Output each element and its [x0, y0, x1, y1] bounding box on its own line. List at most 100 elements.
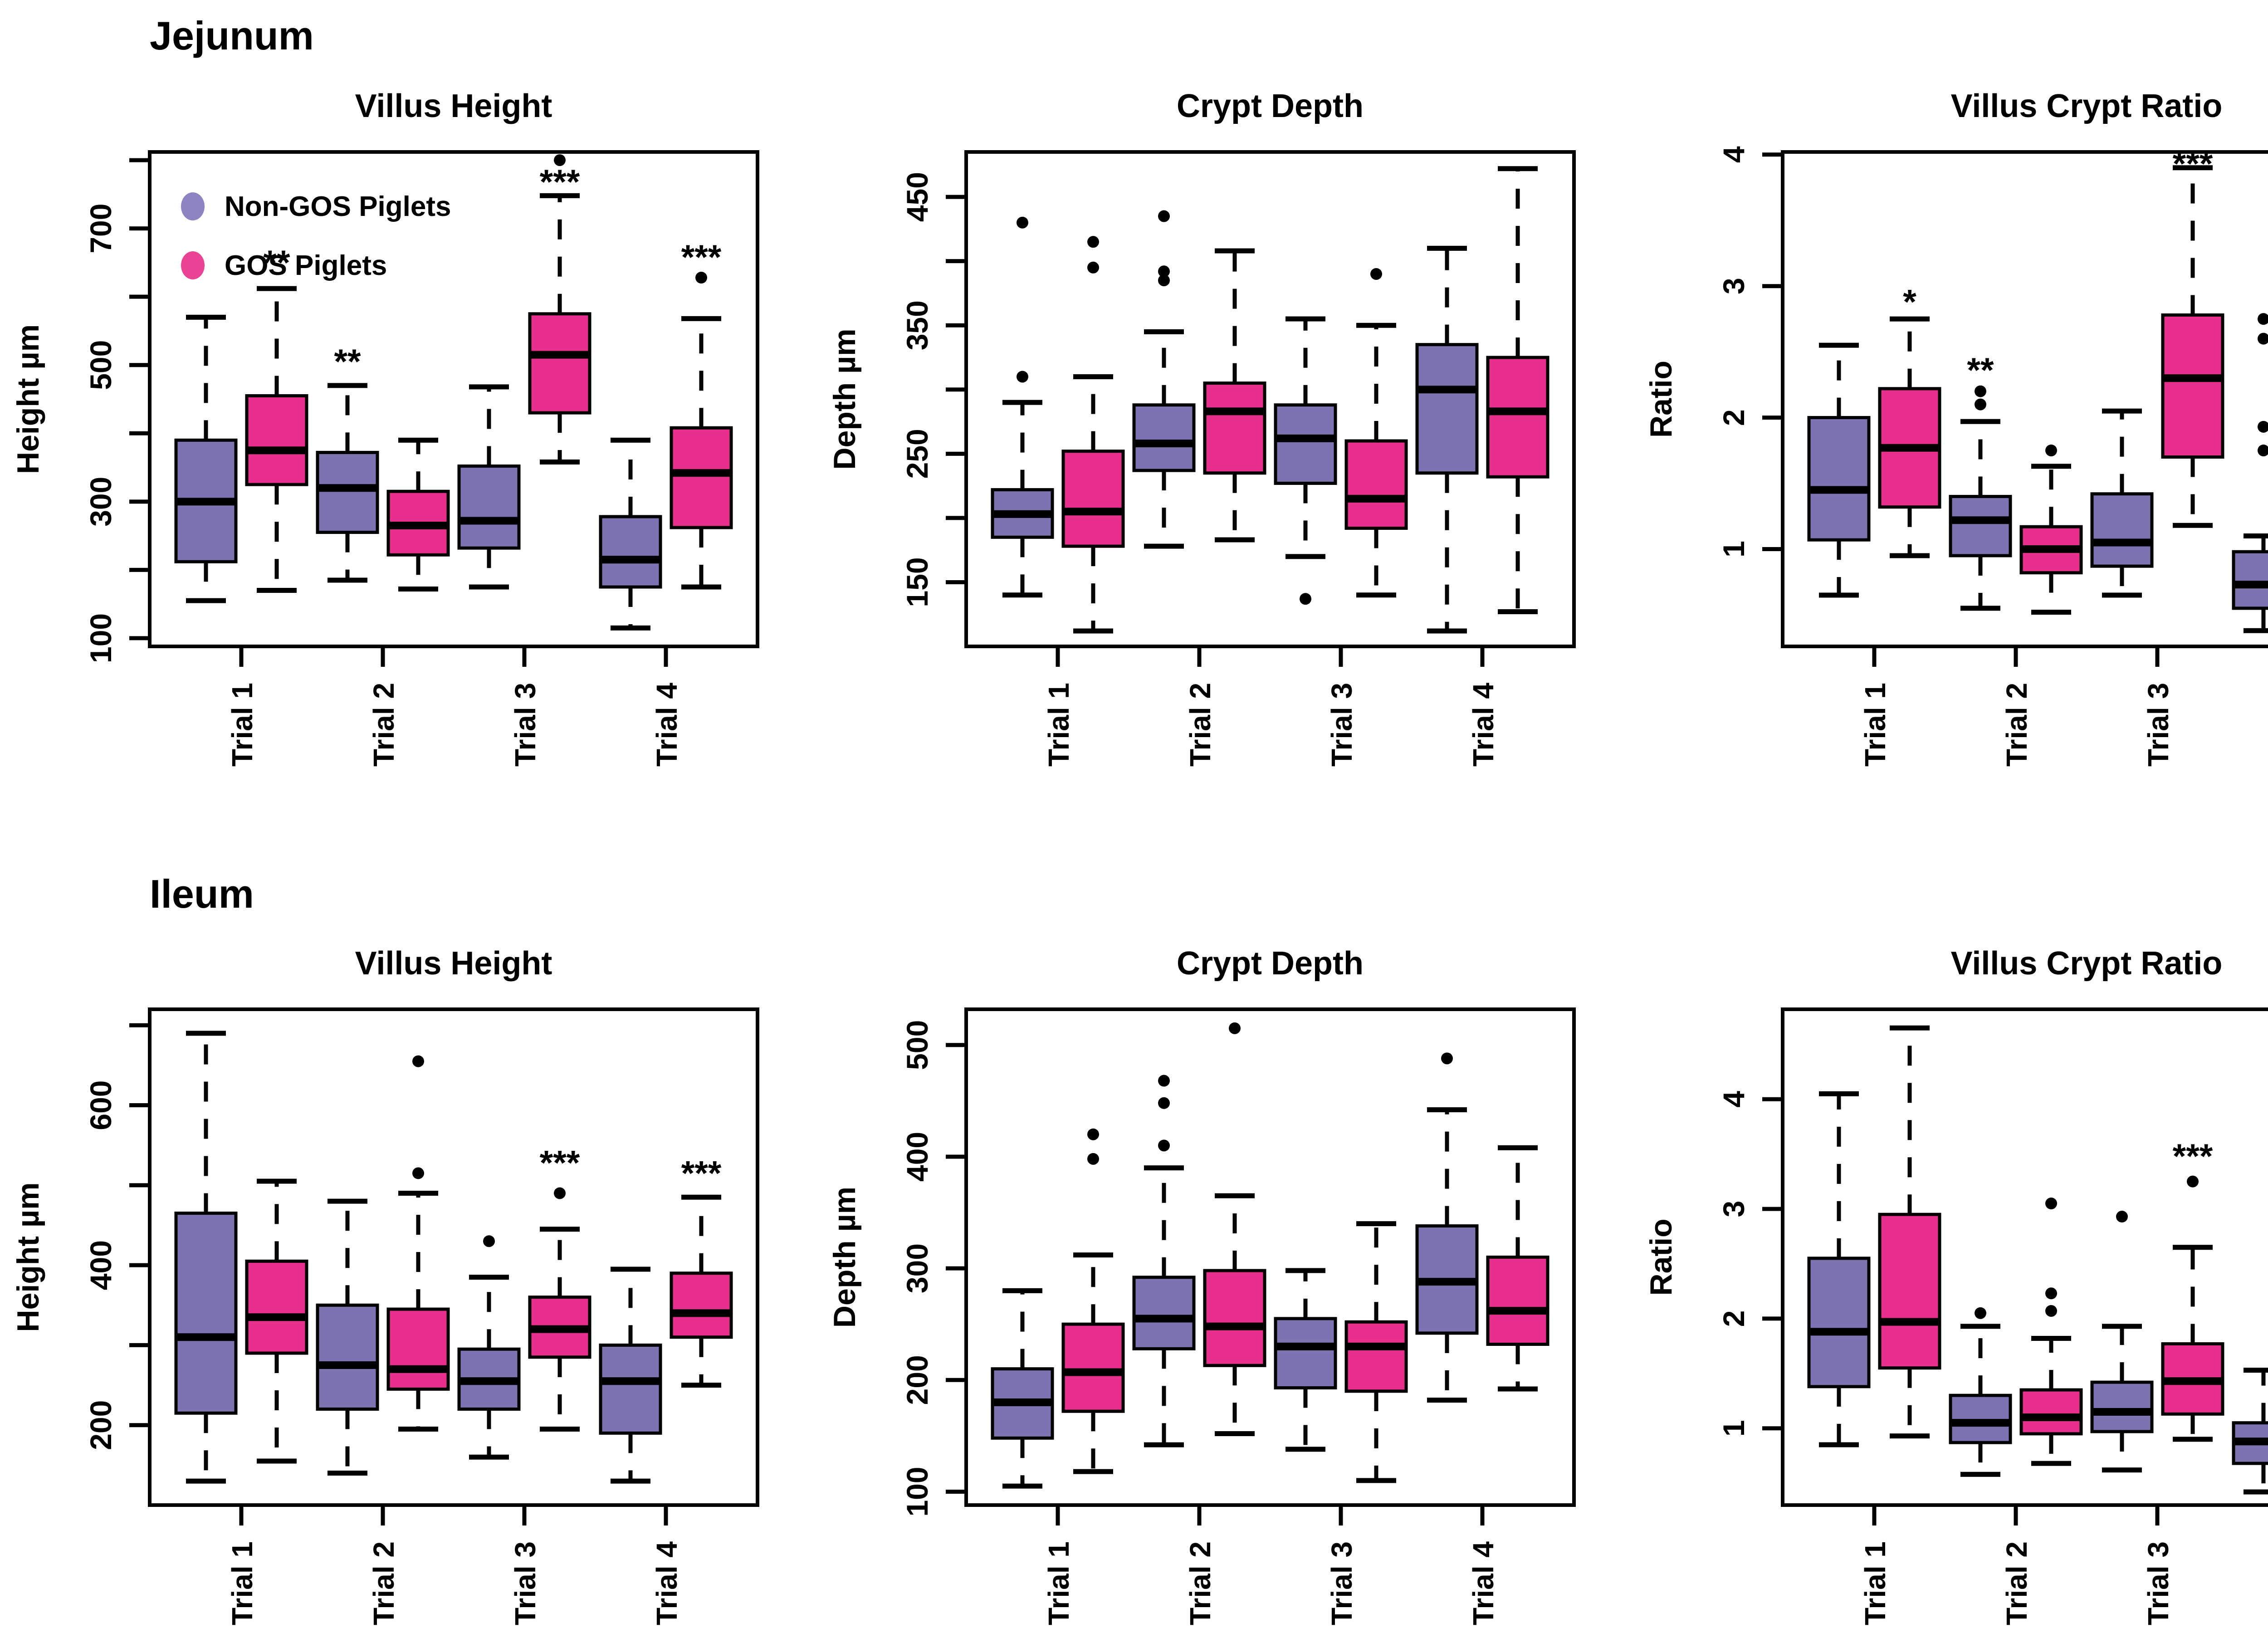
- panel-title: Villus Crypt Ratio: [1951, 88, 2223, 124]
- box-gos-trial-2: [386, 1055, 450, 1432]
- plot-frame: [964, 1007, 1576, 1507]
- x-tick-label: Trial 3: [2142, 683, 2175, 767]
- box-gos-trial-3: [528, 154, 591, 465]
- outlier-point: [2258, 420, 2268, 433]
- outlier-point: [1087, 1153, 1099, 1165]
- significance-3star: ***: [681, 238, 722, 277]
- x-tick-label: Trial 2: [2000, 1541, 2033, 1625]
- x-tick-label: Trial 4: [650, 1541, 683, 1625]
- box-nongos-trial-3: [457, 384, 521, 590]
- box-nongos-trial-1: [1807, 1091, 1871, 1447]
- box-nongos-trial-3: [2090, 1211, 2154, 1473]
- outlier-point: [1087, 236, 1099, 248]
- box-nongos-trial-3: [2090, 408, 2154, 598]
- outlier-point: [412, 1055, 424, 1067]
- significance-2star: **: [334, 342, 361, 381]
- outlier-point: [1158, 274, 1170, 287]
- x-tick-label: Trial 2: [1184, 1541, 1217, 1625]
- x-tick-label: Trial 1: [1859, 1541, 1892, 1625]
- iqr-box: [316, 1303, 379, 1411]
- box-gos-trial-4: [1486, 1145, 1549, 1392]
- x-tick-label: Trial 3: [1325, 683, 1358, 767]
- iqr-box: [1274, 1317, 1337, 1390]
- box-gos-trial-3: [1344, 268, 1408, 598]
- panel-title: Crypt Depth: [1177, 945, 1364, 982]
- y-tick-label: 100: [900, 1467, 934, 1516]
- outlier-point: [412, 1167, 424, 1179]
- box-nongos-trial-4: [599, 1266, 662, 1484]
- y-axis-title: Depth µm: [827, 1187, 862, 1328]
- outlier-point: [1158, 265, 1170, 278]
- box-nongos-trial-2: [316, 383, 379, 583]
- box-nongos-trial-4: [2232, 1368, 2268, 1495]
- box-gos-trial-1: [1878, 1025, 1941, 1439]
- significance-3star: ***: [540, 163, 580, 201]
- iqr-box: [1061, 450, 1125, 548]
- y-tick-label: 400: [900, 1132, 934, 1182]
- outlier-point: [554, 154, 566, 166]
- x-tick-label: Trial 1: [226, 1541, 259, 1625]
- outlier-point: [1975, 398, 1986, 411]
- x-tick-label: Trial 1: [1042, 1541, 1075, 1625]
- iqr-box: [670, 1271, 733, 1339]
- panel-title: Crypt Depth: [1177, 88, 1364, 124]
- box-gos-trial-2: [1203, 248, 1266, 543]
- box-nongos-trial-4: [1415, 245, 1479, 634]
- y-tick-label: 500: [84, 340, 117, 390]
- outlier-point: [2045, 1305, 2057, 1317]
- y-axis-title: Height µm: [11, 1182, 45, 1332]
- y-tick-label: 500: [900, 1020, 934, 1070]
- x-tick-label: Trial 4: [1467, 1541, 1500, 1625]
- outlier-point: [2258, 313, 2268, 325]
- y-tick-label: 3: [1717, 278, 1750, 294]
- boxplot-panel-jejunum-crypt-depth: Crypt Depth Depth µm 150 250 350 450 Trial 1 Tr…: [827, 88, 1576, 767]
- x-tick-label: Trial 3: [509, 683, 542, 767]
- box-gos-trial-2: [1203, 1022, 1266, 1436]
- outlier-point: [2116, 1211, 2128, 1223]
- significance-2star: **: [263, 244, 290, 282]
- outlier-point: [483, 1235, 495, 1247]
- plot-frame: [964, 150, 1576, 648]
- iqr-box: [2019, 1388, 2083, 1436]
- iqr-box: [1486, 356, 1549, 479]
- significance-3star: ***: [2173, 1137, 2213, 1176]
- iqr-box: [174, 1212, 238, 1415]
- outlier-point: [1017, 371, 1028, 383]
- panel-title: Villus Crypt Ratio: [1951, 945, 2223, 982]
- y-tick-label: 100: [84, 613, 117, 663]
- box-nongos-trial-2: [1132, 210, 1196, 549]
- plot-frame: [1781, 1007, 2268, 1507]
- y-axis-title: Depth µm: [827, 328, 862, 469]
- iqr-box: [1132, 1276, 1196, 1350]
- x-tick-label: Trial 3: [1325, 1541, 1358, 1625]
- box-gos-trial-3: [2161, 165, 2224, 528]
- legend-label-nongos: Non-GOS Piglets: [225, 191, 451, 222]
- box-nongos-trial-4: [2232, 313, 2268, 633]
- outlier-point: [2045, 445, 2057, 457]
- boxplot-panel-ileum-villus-height: Villus Height Height µm 200 400 600 Trial 1 Tr…: [11, 945, 759, 1625]
- y-tick-label: 300: [84, 477, 117, 527]
- iqr-box: [1344, 1320, 1408, 1393]
- y-tick-label: 350: [900, 300, 934, 350]
- iqr-box: [1061, 1322, 1125, 1413]
- box-gos-trial-3: [1344, 1221, 1408, 1483]
- box-gos-trial-1: [245, 1178, 308, 1464]
- iqr-box: [2232, 550, 2268, 610]
- outlier-point: [2045, 1198, 2057, 1210]
- boxplot-panel-jejunum-villus-crypt-ratio: Villus Crypt Ratio Ratio 1 2 3 4 Trial 1 Trial …: [1644, 88, 2268, 767]
- iqr-box: [1878, 1213, 1941, 1370]
- box-nongos-trial-3: [1274, 1268, 1337, 1452]
- outlier-point: [2187, 1175, 2199, 1188]
- iqr-box: [1203, 1269, 1266, 1367]
- y-tick-label: 150: [900, 557, 934, 607]
- legend: Non-GOS Piglets GOS Piglets: [181, 191, 451, 281]
- iqr-box: [670, 426, 733, 529]
- y-tick-label: 200: [900, 1355, 934, 1405]
- x-tick-label: Trial 2: [2000, 683, 2033, 767]
- y-axis-title: Height µm: [11, 324, 45, 474]
- boxplot-panel-jejunum-villus-height: Villus Height Height µm 100 300 500 700 Trial …: [11, 88, 759, 767]
- box-nongos-trial-2: [1132, 1075, 1196, 1447]
- outlier-point: [2258, 332, 2268, 345]
- x-tick-label: Trial 4: [650, 683, 683, 767]
- significance-3star: ***: [2173, 145, 2213, 183]
